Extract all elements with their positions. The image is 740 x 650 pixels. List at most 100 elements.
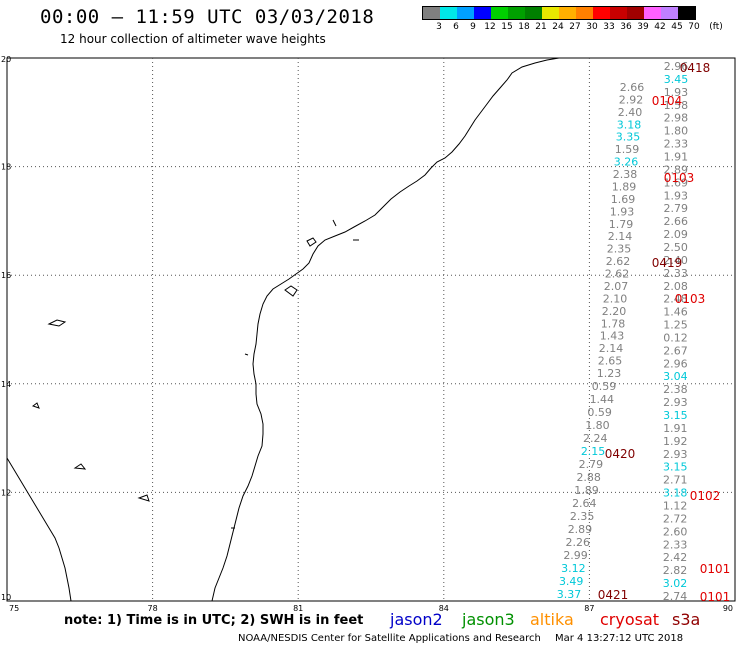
legend-swatch: [661, 7, 678, 19]
swh-observation: 2.09: [663, 228, 688, 241]
legend-tick-label: 30: [586, 22, 598, 32]
legend-tick-label: 12: [484, 22, 496, 32]
swh-observation: 1.78: [601, 317, 626, 330]
coastline-east-india: [211, 57, 560, 602]
legend-tick-label: 9: [470, 22, 476, 32]
legend-swatch: [678, 7, 695, 19]
legend-swatch: [644, 7, 661, 19]
swh-observation: 2.64: [572, 497, 597, 510]
swh-observation: 1.89: [574, 484, 599, 497]
satellite-jason3: jason3: [462, 610, 515, 629]
swh-observation: 3.02: [663, 577, 688, 590]
swh-observation: 1.69: [664, 176, 689, 189]
satellite-jason2: jason2: [390, 610, 443, 629]
swh-observation: 1.93: [664, 189, 689, 202]
legend-tick-label: 27: [569, 22, 581, 32]
swh-observation: 3.15: [663, 461, 688, 474]
swh-observation: 1.89: [612, 180, 637, 193]
swh-observation: 3.04: [663, 370, 688, 383]
swh-observation: 2.24: [583, 432, 608, 445]
legend-swatch: [423, 7, 440, 19]
legend-tick-label: 70: [688, 22, 700, 32]
swh-observation: 1.92: [663, 435, 688, 448]
lat-tick-label: 20: [1, 55, 11, 64]
legend-tick-label: 6: [453, 22, 459, 32]
legend-labels: 3 6 9 12 15 18 21 24 27 30 33 36 39 42 45 70 (ft): [422, 20, 723, 34]
legend-tick-label: 45: [671, 22, 683, 32]
swh-observation: 2.26: [566, 536, 591, 549]
page-subtitle: 12 hour collection of altimeter wave hei…: [60, 32, 326, 46]
swh-observation: 2.35: [607, 243, 632, 256]
satellite-altika: altika: [530, 610, 574, 629]
swh-observation: 2.33: [663, 267, 688, 280]
swh-observation: 2.65: [598, 355, 623, 368]
swh-observation: 2.33: [664, 138, 689, 151]
legend-tick-label: 39: [637, 22, 649, 32]
swh-observation: 3.18: [617, 118, 642, 131]
pass-time-label: 0103: [675, 292, 706, 306]
pass-time-label: 0419: [652, 256, 683, 270]
generated-timestamp: Mar 4 13:27:12 UTC 2018: [555, 633, 684, 644]
pass-time-label: 0101: [700, 590, 731, 604]
page-title: 00:00 – 11:59 UTC 03/03/2018: [40, 6, 375, 28]
swh-observation: 2.89: [664, 163, 689, 176]
island-4: [47, 319, 67, 327]
swh-observation: 3.15: [663, 409, 688, 422]
legend-swatch: [610, 7, 627, 19]
island-2: [332, 219, 337, 227]
pass-time-label: 0418: [680, 61, 711, 75]
swh-observation: 1.44: [590, 393, 615, 406]
coastline-west: [6, 457, 72, 602]
legend-unit: (ft): [709, 22, 723, 32]
swh-observation: 3.37: [557, 588, 582, 601]
swh-observation: 2.40: [618, 106, 643, 119]
swh-observation: 2.35: [570, 510, 595, 523]
swh-observation: 2.79: [579, 458, 604, 471]
swh-observation: 2.07: [604, 280, 629, 293]
swh-observation: 1.80: [585, 419, 610, 432]
legend-swatch: [627, 7, 644, 19]
graticule: 75 78 81 84 87 90 20 18 16 14 12 10: [1, 55, 735, 613]
swh-observation: 0.59: [587, 406, 612, 419]
swh-observation: 2.38: [663, 383, 688, 396]
lat-tick-label: 14: [1, 380, 11, 389]
island-1: [306, 237, 317, 247]
lon-tick-label: 81: [293, 604, 303, 613]
swh-observation: 3.45: [664, 73, 689, 86]
swh-observation: 1.12: [663, 500, 688, 513]
swh-observation: 2.66: [663, 215, 688, 228]
swh-observation: 1.91: [663, 422, 688, 435]
satellite-s3a: s3a: [672, 610, 701, 629]
swh-observation: 2.20: [602, 305, 627, 318]
legend-tick-label: 36: [620, 22, 632, 32]
swh-observation: 2.98: [664, 112, 689, 125]
legend-tick-label: 18: [518, 22, 530, 32]
swh-observation: 0.59: [592, 380, 617, 393]
pass-time-label: 0101: [700, 562, 731, 576]
legend-swatch: [508, 7, 525, 19]
swh-observation: 2.08: [663, 280, 688, 293]
legend-swatch: [525, 7, 542, 19]
swh-observation: 2.10: [603, 292, 628, 305]
swh-observation: 2.89: [568, 523, 593, 536]
swh-observation: 2.42: [663, 551, 688, 564]
footer-note: note: 1) Time is in UTC; 2) SWH is in fe…: [64, 613, 364, 628]
island-5: [31, 402, 40, 409]
swh-observation: 1.93: [664, 86, 689, 99]
credit-line: NOAA/NESDIS Center for Satellite Applica…: [238, 633, 541, 644]
swh-observation: 1.93: [610, 205, 635, 218]
legend-swatch: [440, 7, 457, 19]
swh-observation: 2.14: [608, 230, 633, 243]
pass-time-label: 0102: [690, 489, 721, 503]
swh-observation: 2.92: [619, 93, 644, 106]
swh-observation: 2.15: [581, 445, 606, 458]
swh-observation: 3.26: [614, 156, 639, 169]
swh-observation: 2.88: [576, 471, 601, 484]
pass-time-label: 0421: [598, 588, 629, 602]
swh-observation: 3.35: [616, 131, 641, 144]
swh-observation: 1.58: [664, 99, 689, 112]
swh-observation: 1.46: [663, 306, 688, 319]
swh-observation: 1.25: [663, 319, 688, 332]
legend-tick-label: 3: [436, 22, 442, 32]
